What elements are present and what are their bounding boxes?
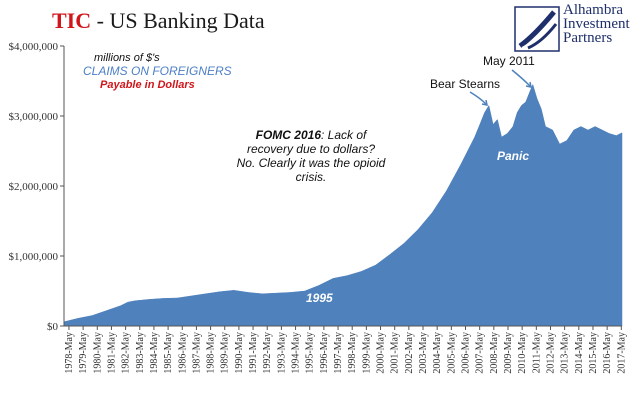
fomc-annotation: FOMC 2016: Lack of recovery due to dolla… <box>236 128 386 184</box>
x-tick-label: 2007-May <box>475 332 486 374</box>
x-tick-label: 1993-May <box>276 332 287 374</box>
x-tick-label: 2002-May <box>404 332 415 374</box>
y-tick-label: $0 <box>47 321 59 333</box>
x-tick-label: 2015-May <box>588 332 599 374</box>
payable-label: Payable in Dollars <box>100 79 195 91</box>
x-tick-label: 2005-May <box>446 332 457 374</box>
x-tick-label: 1984-May <box>149 332 160 374</box>
x-tick-label: 2010-May <box>517 332 528 374</box>
x-tick-label: 1992-May <box>262 332 273 374</box>
x-tick-label: 2016-May <box>602 332 613 374</box>
x-tick-label: 1987-May <box>191 332 202 374</box>
may-2011-arrow <box>511 69 531 87</box>
x-tick-label: 2000-May <box>376 332 387 374</box>
logo-line-2: Investment <box>563 16 630 32</box>
x-tick-label: 2017-May <box>616 332 627 374</box>
y-tick-label: $4,000,000 <box>9 41 59 53</box>
logo-line-1: Alhambra <box>563 2 623 18</box>
x-tick-label: 2008-May <box>489 332 500 374</box>
x-tick-label: 2011-May <box>531 332 542 373</box>
alhambra-logo-icon <box>514 6 560 52</box>
logo-text: Alhambra Investment Partners <box>563 2 630 46</box>
x-tick-label: 1979-May <box>78 332 89 374</box>
title-prefix: TIC <box>52 8 92 33</box>
x-tick-label: 2003-May <box>418 332 429 374</box>
logo-line-3: Partners <box>563 30 613 46</box>
x-tick-label: 1985-May <box>163 332 174 374</box>
x-tick-label: 2004-May <box>432 332 443 374</box>
title-rest: - US Banking Data <box>91 8 265 33</box>
x-tick-label: 1978-May <box>64 332 75 374</box>
may-2011-arrowhead <box>525 81 532 88</box>
x-tick-label: 1991-May <box>248 332 259 374</box>
panic-label: Panic <box>497 149 529 163</box>
fomc-bold: FOMC 2016 <box>255 128 321 142</box>
year-1995-label: 1995 <box>306 291 333 305</box>
x-tick-label: 2012-May <box>545 332 556 374</box>
bear-stearns-arrow <box>469 91 487 105</box>
y-tick-label: $1,000,000 <box>9 251 59 263</box>
x-tick-label: 1989-May <box>220 332 231 374</box>
x-tick-label: 2013-May <box>560 332 571 374</box>
x-tick-label: 1999-May <box>361 332 372 374</box>
x-tick-label: 1982-May <box>121 332 132 374</box>
chart-title: TIC - US Banking Data <box>52 8 265 34</box>
x-tick-label: 1995-May <box>305 332 316 374</box>
x-tick-label: 1980-May <box>92 332 103 374</box>
x-tick-label: 1988-May <box>206 332 217 374</box>
y-tick-label: $2,000,000 <box>9 181 59 193</box>
series-area <box>63 83 623 327</box>
x-tick-label: 2009-May <box>503 332 514 374</box>
y-tick-label: $3,000,000 <box>9 111 59 123</box>
units-label: millions of $'s <box>94 52 160 64</box>
x-tick-label: 1996-May <box>319 332 330 374</box>
series-label: CLAIMS ON FOREIGNERS <box>83 64 232 78</box>
may-2011-label: May 2011 <box>483 54 535 68</box>
fomc-rest: : Lack of recovery due to dollars? No. C… <box>236 128 386 184</box>
bear-stearns-arrowhead <box>481 99 488 106</box>
x-tick-label: 1998-May <box>347 332 358 374</box>
x-tick-label: 1981-May <box>106 332 117 374</box>
x-tick-label: 1990-May <box>234 332 245 374</box>
x-tick-label: 1986-May <box>177 332 188 374</box>
x-tick-label: 2001-May <box>390 332 401 374</box>
x-tick-label: 2014-May <box>574 332 585 374</box>
x-tick-label: 1994-May <box>291 332 302 374</box>
x-tick-label: 2006-May <box>461 332 472 374</box>
x-tick-label: 1997-May <box>333 332 344 374</box>
x-tick-label: 1983-May <box>135 332 146 374</box>
bear-stearns-label: Bear Stearns <box>430 77 500 91</box>
